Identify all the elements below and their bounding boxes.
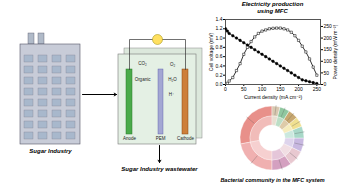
svg-text:Organic: Organic [135, 77, 152, 82]
svg-text:O₂: O₂ [170, 62, 176, 67]
svg-text:Current density (mA cm⁻²): Current density (mA cm⁻²) [244, 94, 303, 100]
svg-text:100: 100 [258, 86, 267, 92]
svg-text:Cathode: Cathode [177, 136, 195, 141]
svg-text:1.0: 1.0 [216, 35, 223, 41]
svg-text:0: 0 [324, 81, 327, 87]
svg-text:Anode: Anode [123, 136, 137, 141]
svg-text:Sugar Industry wastewater: Sugar Industry wastewater [121, 166, 198, 172]
svg-text:150: 150 [324, 46, 333, 52]
svg-text:Bacterial community in the MFC: Bacterial community in the MFC system [220, 177, 324, 183]
svg-text:H⁺: H⁺ [169, 92, 175, 97]
html-text:Electricity production using M: Electricity production using MFC [241, 1, 304, 14]
svg-text:0.0: 0.0 [216, 81, 223, 87]
svg-text:0.2: 0.2 [216, 72, 223, 78]
svg-text:250: 250 [313, 86, 322, 92]
svg-text:1.4: 1.4 [216, 16, 223, 22]
svg-text:0.6: 0.6 [216, 53, 223, 59]
svg-text:200: 200 [324, 35, 333, 41]
svg-text:50: 50 [324, 69, 330, 75]
svg-text:PEM: PEM [156, 136, 166, 141]
svg-text:0: 0 [224, 86, 227, 92]
svg-text:200: 200 [294, 86, 303, 92]
svg-text:CO₂: CO₂ [138, 61, 147, 66]
svg-text:150: 150 [276, 86, 285, 92]
svg-text:50: 50 [241, 86, 247, 92]
svg-text:Cell voltage (mV): Cell voltage (mV) [208, 33, 214, 72]
svg-text:H₂O: H₂O [168, 77, 177, 82]
svg-text:0.8: 0.8 [216, 44, 223, 50]
svg-text:Power density (mW m⁻²): Power density (mW m⁻²) [332, 24, 338, 79]
svg-text:1.2: 1.2 [216, 25, 223, 31]
svg-text:100: 100 [324, 58, 333, 64]
svg-text:250: 250 [324, 23, 333, 29]
svg-text:Sugar Industry: Sugar Industry [29, 148, 72, 154]
svg-text:0.4: 0.4 [216, 63, 223, 69]
